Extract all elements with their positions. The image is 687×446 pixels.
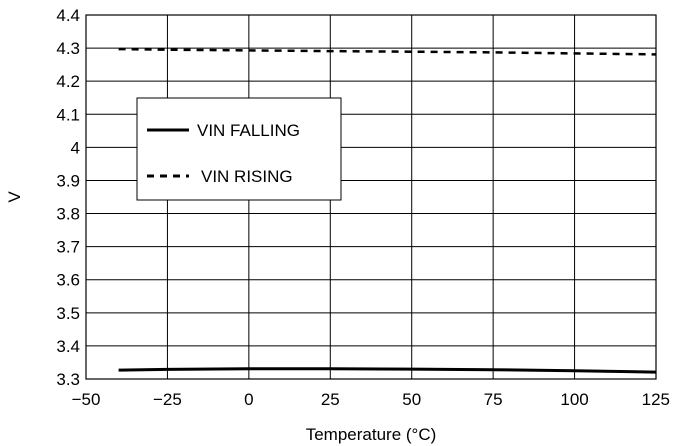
x-tick-labels: −50 −25 0 25 50 75 100 125 bbox=[72, 390, 670, 409]
y-tick-label: 4.1 bbox=[56, 105, 80, 124]
series-line-vin-rising bbox=[118, 47, 657, 56]
y-tick-label: 4 bbox=[71, 138, 80, 157]
y-tick-label: 3.6 bbox=[56, 271, 80, 290]
legend: VIN FALLING VIN RISING bbox=[136, 97, 342, 201]
legend-box bbox=[136, 97, 342, 201]
x-tick-label: 125 bbox=[642, 390, 670, 409]
x-tick-label: 75 bbox=[484, 390, 503, 409]
legend-label-vin-rising: VIN RISING bbox=[201, 167, 293, 186]
y-tick-label: 3.9 bbox=[56, 171, 80, 190]
x-tick-label: −50 bbox=[72, 390, 101, 409]
y-tick-label: 3.3 bbox=[56, 370, 80, 389]
x-tick-label: 100 bbox=[560, 390, 588, 409]
x-tick-label: −25 bbox=[153, 390, 182, 409]
legend-label-vin-falling: VIN FALLING bbox=[197, 121, 300, 140]
y-tick-label: 3.4 bbox=[56, 337, 80, 356]
plot-frame bbox=[85, 14, 657, 380]
y-tick-label: 4.3 bbox=[56, 39, 80, 58]
x-tick-label: 0 bbox=[244, 390, 253, 409]
x-axis-label: Temperature (°C) bbox=[306, 425, 437, 444]
y-tick-labels: 3.3 3.4 3.5 3.6 3.7 3.8 3.9 4 4.1 4.2 4.3 4.4 bbox=[56, 6, 80, 389]
x-tick-label: 25 bbox=[321, 390, 340, 409]
y-tick-label: 4.2 bbox=[56, 72, 80, 91]
series-line-vin-falling bbox=[118, 367, 657, 374]
x-tick-label: 50 bbox=[402, 390, 421, 409]
y-axis-label: V bbox=[5, 191, 24, 203]
series-lines bbox=[118, 47, 657, 374]
y-tick-label: 3.5 bbox=[56, 304, 80, 323]
y-tick-label: 3.7 bbox=[56, 238, 80, 257]
y-tick-label: 3.8 bbox=[56, 205, 80, 224]
y-tick-label: 4.4 bbox=[56, 6, 80, 25]
